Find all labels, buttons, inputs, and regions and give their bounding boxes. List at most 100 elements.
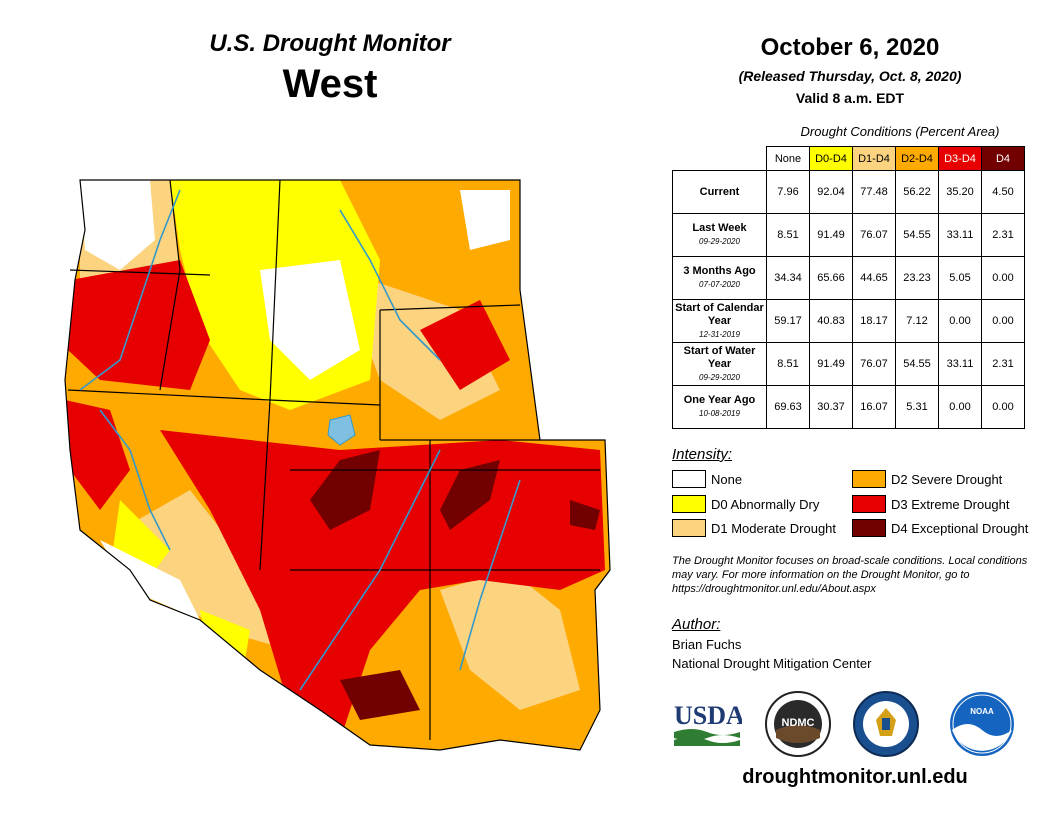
legend-swatch: [852, 519, 886, 537]
table-cell: 30.37: [809, 385, 853, 429]
row-label-date: 10-08-2019: [699, 409, 740, 418]
legend-item-d0: D0 Abnormally Dry: [672, 495, 819, 513]
drought-map: [40, 150, 640, 770]
col-header-none: None: [766, 146, 810, 171]
table-cell: 59.17: [766, 299, 810, 343]
table-cell: 0.00: [938, 299, 982, 343]
map-title: U.S. Drought Monitor West: [180, 30, 480, 107]
row-label-date: 12-31-2019: [699, 329, 740, 339]
col-header-d1-d4: D1-D4: [852, 146, 896, 171]
table-cell: 7.12: [895, 299, 939, 343]
table-cell: 40.83: [809, 299, 853, 343]
table-cell: 5.31: [895, 385, 939, 429]
table-cell: 44.65: [852, 256, 896, 300]
date-header: October 6, 2020 (Released Thursday, Oct.…: [690, 34, 1010, 106]
west-region-map: [64, 179, 611, 751]
legend-label: D4 Exceptional Drought: [891, 520, 1029, 536]
table-cell: 0.00: [938, 385, 982, 429]
usda-logo-text: USDA: [674, 701, 742, 730]
region-name: West: [282, 62, 378, 106]
stats-caption: Drought Conditions (Percent Area): [800, 124, 1000, 139]
author-org: National Drought Mitigation Center: [672, 656, 872, 671]
author-name: Brian Fuchs: [672, 637, 742, 652]
table-cell: 65.66: [809, 256, 853, 300]
legend-item-d3: D3 Extreme Drought: [852, 495, 1010, 513]
table-row: Start of Calendar Year 12-31-2019 59.17 …: [672, 299, 1025, 343]
row-label-text: One Year Ago: [683, 394, 756, 406]
eagle-seal-icon: [852, 690, 920, 758]
row-label-one-year-ago: One Year Ago 10-08-2019: [672, 385, 767, 429]
legend-label: D1 Moderate Drought: [711, 520, 837, 536]
table-cell: 0.00: [981, 385, 1025, 429]
table-cell: 54.55: [895, 213, 939, 257]
table-cell: 18.17: [852, 299, 896, 343]
table-cell: 2.31: [981, 342, 1025, 386]
row-label-text: Start of Calendar Year: [675, 301, 764, 327]
table-row: 3 Months Ago 07-07-2020 34.34 65.66 44.6…: [672, 256, 1025, 300]
row-label-text: Start of Water Year: [683, 344, 756, 370]
legend-title: Intensity:: [672, 446, 733, 463]
map-date: October 6, 2020: [760, 34, 940, 61]
drought-monitor-note: The Drought Monitor focuses on broad-sca…: [672, 555, 1028, 595]
stats-header-blank: [673, 147, 767, 171]
table-row: Start of Water Year 09-29-2020 8.51 91.4…: [672, 342, 1025, 386]
table-row: One Year Ago 10-08-2019 69.63 30.37 16.0…: [672, 385, 1025, 429]
table-cell: 34.34: [766, 256, 810, 300]
legend-swatch: [672, 519, 706, 537]
program-name: U.S. Drought Monitor: [209, 30, 451, 57]
table-cell: 8.51: [766, 342, 810, 386]
noaa-logo-text: NOAA: [970, 707, 994, 716]
table-cell: 91.49: [809, 342, 853, 386]
col-header-d2-d4: D2-D4: [895, 146, 939, 171]
table-cell: 0.00: [981, 256, 1025, 300]
legend-label: D3 Extreme Drought: [891, 496, 1010, 512]
table-cell: 8.51: [766, 213, 810, 257]
legend-label: D0 Abnormally Dry: [711, 496, 820, 512]
table-cell: 7.96: [766, 170, 810, 214]
table-cell: 4.50: [981, 170, 1025, 214]
row-label-date: 09-29-2020: [699, 372, 740, 382]
website-url: droughtmonitor.unl.edu: [742, 766, 968, 788]
noaa-logo: NOAA: [948, 690, 1016, 758]
row-label-text: 3 Months Ago: [683, 265, 756, 277]
row-label-text: Last Week: [692, 222, 747, 234]
legend-swatch: [672, 470, 706, 488]
table-cell: 54.55: [895, 342, 939, 386]
row-label-date: 09-29-2020: [699, 237, 740, 246]
table-cell: 76.07: [852, 342, 896, 386]
author-title: Author:: [672, 616, 721, 633]
drought-stats-table: None D0-D4 D1-D4 D2-D4 D3-D4 D4 Current …: [672, 146, 1025, 429]
table-row: Current 7.96 92.04 77.48 56.22 35.20 4.5…: [672, 170, 1025, 214]
legend-label: D2 Severe Drought: [891, 471, 1003, 487]
col-header-d0-d4: D0-D4: [809, 146, 853, 171]
row-label-current: Current: [672, 170, 767, 214]
table-cell: 35.20: [938, 170, 982, 214]
table-cell: 2.31: [981, 213, 1025, 257]
table-row: Last Week 09-29-2020 8.51 91.49 76.07 54…: [672, 213, 1025, 257]
valid-time: Valid 8 a.m. EDT: [795, 90, 905, 106]
ndmc-logo-text: NDMC: [782, 717, 815, 729]
table-cell: 16.07: [852, 385, 896, 429]
table-cell: 33.11: [938, 213, 982, 257]
row-label-last-week: Last Week 09-29-2020: [672, 213, 767, 257]
col-header-d3-d4: D3-D4: [938, 146, 982, 171]
release-date: (Released Thursday, Oct. 8, 2020): [738, 68, 962, 84]
col-header-d4: D4: [981, 146, 1025, 171]
legend-swatch: [852, 470, 886, 488]
legend-item-d4: D4 Exceptional Drought: [852, 519, 1028, 537]
usda-logo: USDA: [672, 698, 745, 748]
legend-swatch: [852, 495, 886, 513]
table-cell: 5.05: [938, 256, 982, 300]
table-cell: 92.04: [809, 170, 853, 214]
legend-item-none: None: [672, 470, 742, 488]
table-cell: 23.23: [895, 256, 939, 300]
table-cell: 33.11: [938, 342, 982, 386]
row-label-text: Current: [699, 185, 740, 198]
table-cell: 69.63: [766, 385, 810, 429]
row-label-3-months-ago: 3 Months Ago 07-07-2020: [672, 256, 767, 300]
legend-item-d1: D1 Moderate Drought: [672, 519, 836, 537]
table-cell: 0.00: [981, 299, 1025, 343]
row-label-date: 07-07-2020: [699, 280, 740, 289]
legend-item-d2: D2 Severe Drought: [852, 470, 1002, 488]
table-cell: 56.22: [895, 170, 939, 214]
